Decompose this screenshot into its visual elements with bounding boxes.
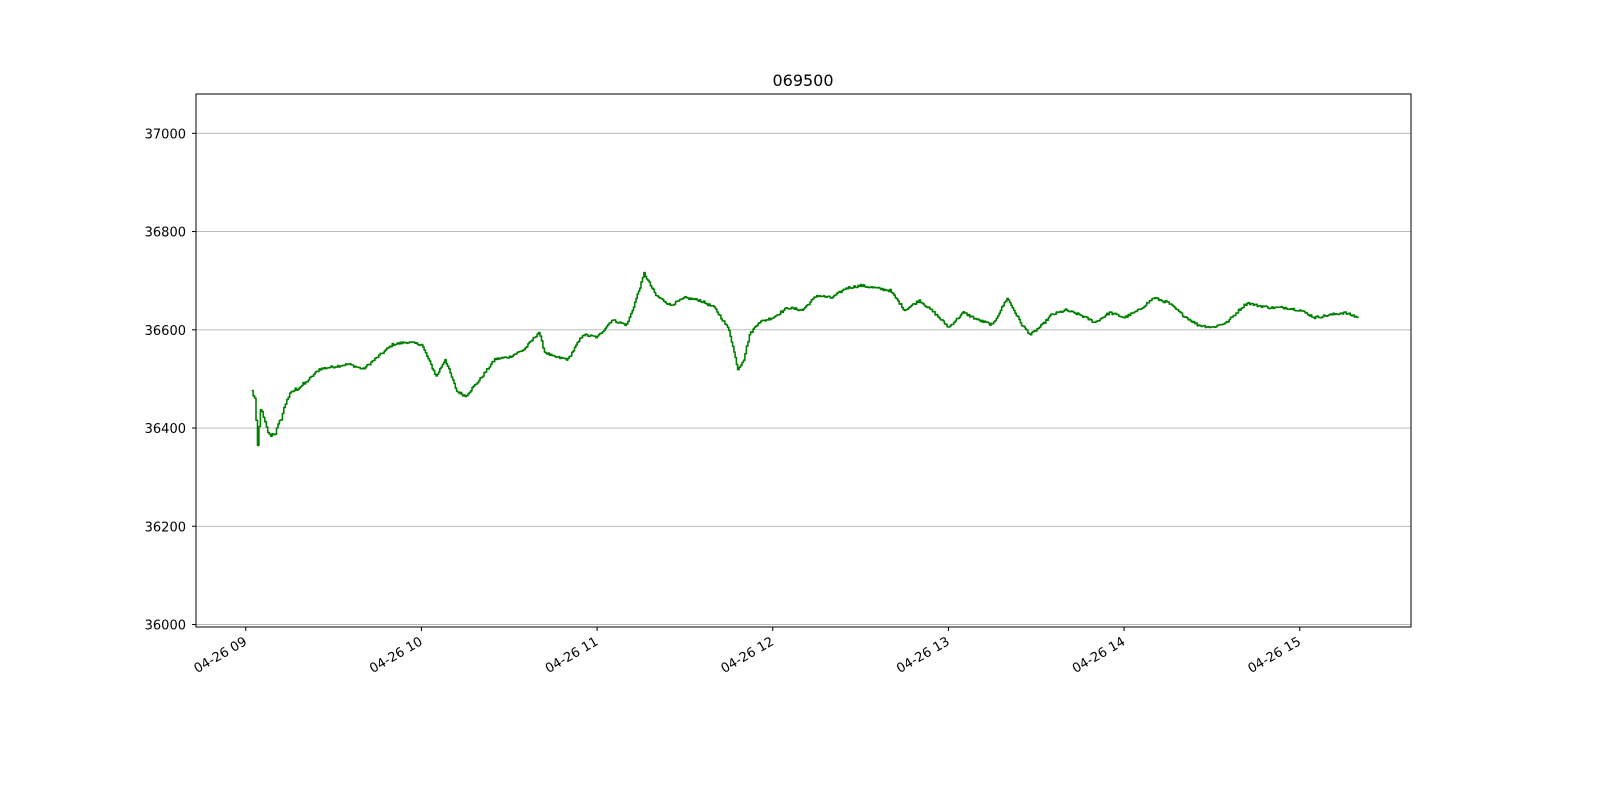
x-tick-label: 04-26 10 bbox=[367, 634, 425, 676]
y-tick-label: 36400 bbox=[145, 422, 186, 437]
price-series-line bbox=[251, 271, 1360, 447]
x-tick-label: 04-26 12 bbox=[719, 634, 777, 676]
y-axis: 36000 36200 36400 36600 36800 37000 bbox=[145, 127, 196, 634]
plot-area-frame bbox=[195, 93, 1412, 628]
x-tick-label: 04-26 13 bbox=[894, 634, 952, 676]
x-axis: 04-26 09 04-26 10 04-26 11 04-26 12 04-26 13… bbox=[192, 627, 1304, 677]
x-tick-label: 04-26 14 bbox=[1070, 634, 1128, 676]
y-tick-label: 36000 bbox=[145, 619, 186, 634]
y-tick-label: 36200 bbox=[145, 520, 186, 535]
y-tick-label: 36600 bbox=[145, 324, 186, 339]
chart-title: 069500 bbox=[772, 71, 833, 90]
y-tick-label: 37000 bbox=[145, 127, 186, 142]
x-tick-label: 04-26 11 bbox=[543, 634, 601, 676]
x-tick-label: 04-26 15 bbox=[1246, 634, 1304, 676]
x-tick-label: 04-26 09 bbox=[192, 634, 250, 676]
series-layer bbox=[251, 271, 1360, 447]
y-tick-label: 36800 bbox=[145, 226, 186, 241]
grid-lines bbox=[196, 132, 1411, 625]
